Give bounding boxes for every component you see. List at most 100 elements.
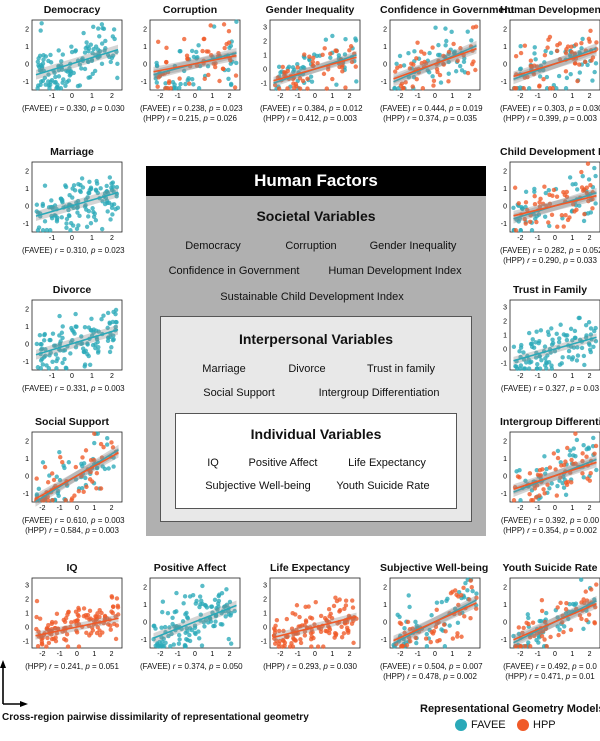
- stat-p-value: = 0.003: [95, 384, 125, 393]
- data-point-favee: [276, 64, 282, 70]
- data-point-favee: [114, 184, 120, 190]
- stat-r-value: = 0.354,: [529, 526, 564, 535]
- data-point-hpp: [333, 631, 339, 637]
- data-point-hpp: [112, 621, 117, 627]
- stat-line: (HPP) r = 0.374, p = 0.035: [380, 114, 480, 123]
- data-point-favee: [57, 477, 63, 483]
- data-point-favee: [102, 201, 108, 207]
- data-point-hpp: [454, 592, 459, 598]
- y-tick-label: -1: [141, 637, 147, 644]
- data-point-favee: [47, 86, 52, 91]
- data-point-favee: [564, 75, 570, 81]
- data-point-hpp: [273, 623, 278, 629]
- data-point-favee: [177, 632, 182, 638]
- x-tick-label: -2: [517, 235, 523, 242]
- data-point-favee: [511, 205, 516, 211]
- data-point-favee: [568, 448, 573, 453]
- data-point-favee: [578, 577, 584, 582]
- stat-r-symbol: r: [292, 104, 296, 113]
- data-point-hpp: [399, 644, 404, 649]
- data-point-hpp: [340, 69, 345, 74]
- data-point-hpp: [528, 63, 534, 69]
- data-point-favee: [534, 366, 540, 371]
- stat-r-symbol: r: [172, 662, 176, 671]
- data-point-hpp: [95, 625, 100, 630]
- data-point-favee: [529, 341, 535, 346]
- panel-title: Marriage: [50, 146, 94, 158]
- y-tick-label: 3: [25, 583, 29, 590]
- stat-r-symbol: r: [54, 246, 58, 255]
- data-point-favee: [554, 331, 559, 337]
- data-point-hpp: [398, 83, 403, 88]
- data-point-favee: [465, 29, 470, 34]
- stat-r-value: = 0.478,: [409, 672, 444, 681]
- data-point-favee: [50, 359, 55, 365]
- data-point-hpp: [80, 455, 85, 460]
- stat-p-value: = 0.003: [95, 516, 125, 525]
- stat-p-symbol: p: [563, 526, 568, 535]
- y-tick-label: -1: [501, 221, 507, 228]
- data-point-favee: [48, 60, 54, 65]
- scatter-plot: -1 0 1 2 -2 -1 0 1 2: [23, 431, 123, 512]
- individual-var: Youth Suicide Rate: [336, 480, 430, 492]
- data-point-hpp: [551, 187, 557, 193]
- data-point-favee: [572, 602, 577, 608]
- data-point-hpp: [209, 53, 214, 58]
- data-point-favee: [593, 61, 599, 66]
- data-point-favee: [82, 325, 88, 330]
- data-point-hpp: [547, 201, 553, 207]
- data-point-hpp: [316, 626, 322, 631]
- x-tick-label: 2: [468, 93, 472, 100]
- data-point-favee: [73, 48, 79, 53]
- data-point-favee: [83, 202, 88, 208]
- data-point-hpp: [54, 611, 60, 617]
- data-point-favee: [171, 642, 176, 647]
- stat-r-symbol: r: [407, 672, 410, 681]
- data-point-favee: [91, 214, 97, 220]
- data-point-favee: [41, 57, 46, 62]
- data-point-hpp: [285, 634, 290, 639]
- data-point-favee: [291, 69, 296, 75]
- data-point-favee: [198, 612, 203, 617]
- x-tick-label: -2: [39, 651, 45, 658]
- y-tick-label: 2: [263, 597, 267, 604]
- data-point-hpp: [202, 76, 207, 82]
- stat-line: (FAVEE) r = 0.492, p = 0.0: [500, 662, 600, 671]
- y-tick-label: -1: [23, 221, 29, 228]
- data-point-favee: [555, 448, 561, 454]
- data-point-favee: [549, 481, 554, 486]
- x-tick-label: 0: [553, 373, 557, 380]
- y-tick-label: 0: [263, 625, 267, 632]
- data-point-hpp: [550, 86, 555, 91]
- stat-model: (HPP): [503, 114, 528, 123]
- scatter-plot: -1 0 1 2 -1 0 1 2: [23, 161, 123, 242]
- x-tick-label: -2: [517, 651, 523, 658]
- data-point-favee: [197, 63, 203, 69]
- data-point-favee: [433, 25, 438, 30]
- stat-p-value: = 0.003: [89, 526, 119, 535]
- data-point-hpp: [53, 638, 59, 644]
- data-point-hpp: [527, 219, 533, 224]
- data-point-favee: [554, 86, 559, 91]
- y-tick-label: 2: [503, 319, 507, 326]
- data-point-hpp: [580, 471, 585, 476]
- data-point-favee: [290, 65, 296, 70]
- x-tick-label: 2: [228, 93, 232, 100]
- plot-frame: [31, 299, 123, 371]
- data-point-favee: [537, 618, 542, 624]
- y-tick-label: 1: [25, 456, 29, 463]
- data-point-hpp: [280, 637, 286, 643]
- data-point-favee: [574, 437, 580, 443]
- data-point-favee: [99, 226, 105, 232]
- data-point-hpp: [543, 619, 548, 625]
- data-point-favee: [59, 59, 64, 64]
- data-point-hpp: [532, 63, 537, 68]
- data-point-favee: [543, 190, 548, 196]
- data-point-hpp: [453, 588, 458, 593]
- data-point-hpp: [549, 212, 555, 217]
- data-point-favee: [109, 205, 115, 211]
- stat-model: (FAVEE): [140, 662, 173, 671]
- data-point-hpp: [311, 55, 316, 61]
- data-point-favee: [102, 48, 107, 53]
- data-point-favee: [68, 220, 74, 226]
